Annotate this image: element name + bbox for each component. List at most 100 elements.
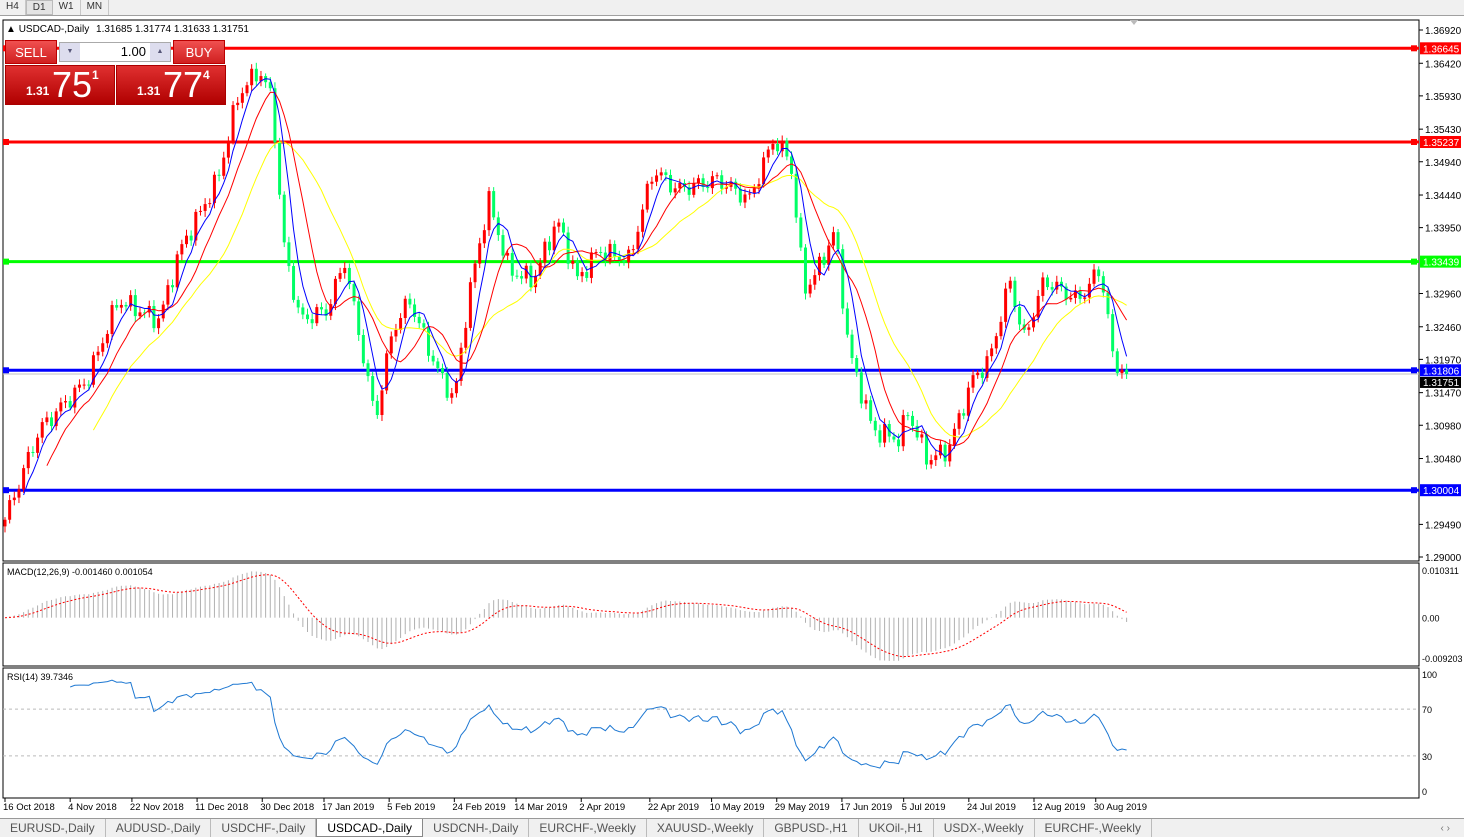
sell-button[interactable]: SELL <box>5 40 57 64</box>
candle <box>976 372 980 376</box>
time-tick-label: 2 Apr 2019 <box>579 802 625 813</box>
candle <box>440 367 444 374</box>
candle <box>757 184 761 189</box>
price-label-bg <box>1420 364 1461 377</box>
candle <box>82 384 86 386</box>
candle <box>240 93 244 103</box>
chart-tab[interactable]: GBPUSD-,H1 <box>764 819 859 837</box>
price-tick-label: 1.34940 <box>1425 158 1462 169</box>
candle <box>487 191 491 231</box>
candle <box>329 304 333 316</box>
candle <box>273 88 277 143</box>
candle <box>1092 269 1096 284</box>
chart-tab[interactable]: EURCHF-,Weekly <box>1035 819 1152 837</box>
candle <box>808 284 812 294</box>
candle <box>859 372 863 404</box>
candle <box>501 235 505 256</box>
chart-tab[interactable]: USDCNH-,Daily <box>423 819 530 837</box>
candle <box>459 347 463 381</box>
chart-tab[interactable]: EURCHF-,Weekly <box>529 819 647 837</box>
tab-scroll-arrows-icon[interactable]: ‹ › <box>1440 823 1450 834</box>
chart-tab[interactable]: USDCAD-,Daily <box>316 819 424 837</box>
candle <box>212 174 216 204</box>
main-chart-frame <box>2 19 1420 562</box>
collapse-triangle-icon[interactable]: ▲ <box>6 24 16 35</box>
candle <box>1055 281 1059 290</box>
candle <box>31 451 35 453</box>
candle <box>366 363 370 377</box>
rsi-tick-label: 30 <box>1422 752 1432 762</box>
timeframe-h4[interactable]: H4 <box>0 0 26 15</box>
candle <box>315 307 319 324</box>
lot-size-stepper[interactable]: ▼ 1.00 ▲ <box>59 42 171 62</box>
decrease-lot-icon[interactable]: ▼ <box>60 43 80 61</box>
increase-lot-icon[interactable]: ▲ <box>150 43 170 61</box>
chart-tab[interactable]: XAUUSD-,Weekly <box>647 819 765 837</box>
price-tick-label: 1.30480 <box>1425 455 1462 466</box>
candle <box>482 230 486 244</box>
candle <box>222 157 226 176</box>
timeframe-mn[interactable]: MN <box>81 0 110 15</box>
candle <box>878 430 882 443</box>
time-tick-label: 30 Aug 2019 <box>1094 802 1147 813</box>
candle <box>817 256 821 276</box>
candle <box>436 361 440 368</box>
price-tick-label: 1.33950 <box>1425 224 1462 235</box>
rsi-tick-label: 70 <box>1422 705 1432 715</box>
rsi-tick-label: 100 <box>1422 670 1437 680</box>
candle <box>68 401 72 408</box>
chart-tab[interactable]: UKOil-,H1 <box>859 819 934 837</box>
candle <box>957 413 961 429</box>
candle <box>994 336 998 349</box>
candle <box>292 266 296 300</box>
chart-tab[interactable]: EURUSD-,Daily <box>0 819 106 837</box>
chart-tab[interactable]: AUDUSD-,Daily <box>106 819 212 837</box>
candle <box>561 222 565 233</box>
timeframe-w1[interactable]: W1 <box>53 0 81 15</box>
time-tick-label: 14 Mar 2019 <box>514 802 567 813</box>
chart-tab[interactable]: USDCHF-,Daily <box>211 819 317 837</box>
candle <box>892 436 896 440</box>
hline-price-label: 1.35237 <box>1423 138 1460 149</box>
candle <box>417 316 421 324</box>
buy-price[interactable]: 1.31 77 4 <box>116 64 226 105</box>
candle <box>696 178 700 184</box>
timeframe-d1[interactable]: D1 <box>25 0 53 15</box>
candle <box>73 387 77 408</box>
macd-tick-label: -0.009203 <box>1422 654 1463 664</box>
candle <box>845 308 849 335</box>
candle <box>492 191 496 218</box>
price-label-bg <box>1420 484 1461 497</box>
candle <box>724 186 728 189</box>
chart-tab[interactable]: USDX-,Weekly <box>934 819 1035 837</box>
candle <box>864 400 868 404</box>
candle <box>450 393 454 398</box>
candle <box>1004 288 1008 322</box>
candle <box>1008 280 1012 289</box>
time-tick-label: 30 Dec 2018 <box>260 802 314 813</box>
candle <box>766 149 770 158</box>
candle <box>431 355 435 362</box>
candle <box>282 194 286 243</box>
candle <box>938 444 942 456</box>
candle <box>45 417 49 423</box>
candle <box>599 251 603 253</box>
candle <box>1032 317 1036 328</box>
candle <box>803 247 807 294</box>
candle <box>594 251 598 253</box>
candle <box>1087 283 1091 298</box>
buy-button[interactable]: BUY <box>173 40 225 64</box>
hline-price-label: 1.30004 <box>1423 486 1460 497</box>
candle <box>129 295 133 307</box>
candle <box>520 276 524 279</box>
lot-size-input[interactable]: 1.00 <box>120 44 146 59</box>
candle <box>26 451 30 469</box>
candle <box>36 437 40 453</box>
candle <box>706 186 710 189</box>
sell-price[interactable]: 1.31 75 1 <box>5 64 115 105</box>
candle <box>920 434 924 438</box>
candle <box>645 183 649 210</box>
candle <box>738 188 742 203</box>
candle <box>883 424 887 443</box>
